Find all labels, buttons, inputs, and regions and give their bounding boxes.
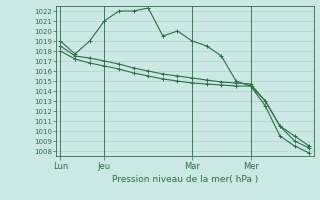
X-axis label: Pression niveau de la mer( hPa ): Pression niveau de la mer( hPa ) (112, 175, 258, 184)
